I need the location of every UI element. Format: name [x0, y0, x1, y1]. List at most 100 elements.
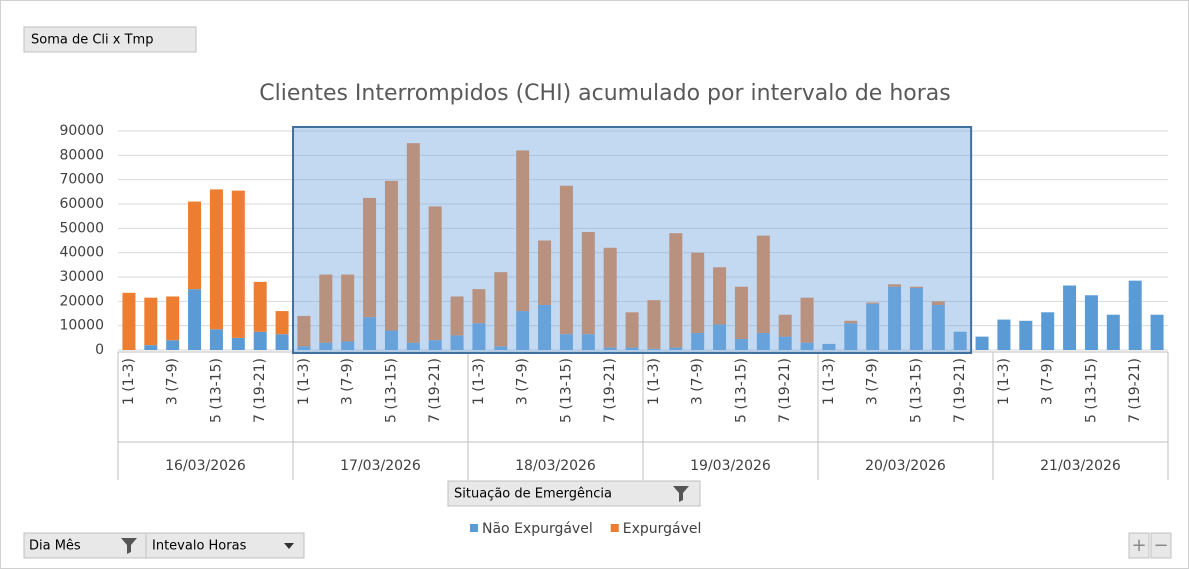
bar — [603, 247, 617, 348]
x-tick-label: 3 (7-9) — [165, 358, 181, 405]
x-tick-label: 7 (19-21) — [252, 358, 268, 423]
group-label: 19/03/2026 — [690, 458, 771, 474]
x-tick-label: 3 (7-9) — [865, 358, 881, 405]
bar — [888, 284, 902, 287]
x-tick-label: 5 (13-15) — [558, 358, 574, 423]
dropdown-icon — [284, 543, 294, 549]
bar — [144, 345, 158, 350]
bar — [734, 286, 748, 340]
bar — [581, 231, 595, 335]
bar — [231, 190, 245, 338]
bar — [166, 296, 180, 341]
x-tick-label: 1 (1-3) — [296, 358, 312, 405]
bar — [319, 342, 333, 350]
bar — [363, 197, 377, 318]
bar — [800, 297, 814, 343]
legend-label: Não Expurgável — [482, 521, 593, 537]
x-tick-label: 1 (1-3) — [996, 358, 1012, 405]
axis-label-2: Intevalo Horas — [152, 539, 247, 554]
bar — [888, 286, 902, 350]
bar — [822, 343, 836, 350]
bar — [406, 143, 420, 343]
bar — [253, 281, 267, 332]
bar — [1150, 314, 1164, 350]
legend-label: Expurgável — [623, 521, 702, 537]
x-tick-label: 7 (19-21) — [602, 358, 618, 423]
bar — [559, 334, 573, 350]
bar — [297, 346, 311, 350]
bar — [494, 272, 508, 347]
bar — [384, 180, 398, 331]
bar — [669, 233, 683, 348]
y-tick-label: 20000 — [59, 293, 104, 309]
bar — [319, 274, 333, 343]
group-label: 21/03/2026 — [1040, 458, 1121, 474]
y-tick-label: 40000 — [59, 245, 104, 261]
bar — [494, 346, 508, 350]
filter-icon — [121, 538, 137, 554]
bar — [931, 301, 945, 305]
filter-label: Situação de Emergência — [454, 487, 612, 502]
y-tick-label: 80000 — [59, 147, 104, 163]
bar — [691, 252, 705, 333]
bar — [975, 336, 989, 350]
bar — [341, 274, 355, 342]
bar — [581, 334, 595, 350]
x-tick-label: 1 (1-3) — [121, 358, 137, 405]
x-tick-label: 7 (19-21) — [777, 358, 793, 423]
bar — [844, 320, 858, 324]
expand-button[interactable] — [1128, 532, 1150, 559]
bar — [953, 331, 967, 350]
bar — [472, 289, 486, 324]
bar — [275, 311, 289, 335]
legend-swatch — [470, 524, 478, 532]
bar — [625, 347, 639, 350]
bar — [800, 342, 814, 350]
bar — [297, 315, 311, 347]
bar — [363, 317, 377, 350]
axis-button-2[interactable] — [145, 532, 305, 559]
bar — [538, 304, 552, 350]
y-tick-label: 10000 — [59, 318, 104, 334]
bar — [166, 340, 180, 350]
bar — [756, 235, 770, 333]
bar — [1128, 280, 1142, 350]
value-field-button[interactable] — [23, 26, 197, 53]
bar — [713, 324, 727, 350]
x-tick-label: 3 (7-9) — [690, 358, 706, 405]
chart-title: Clientes Interrompidos (CHI) acumulado p… — [259, 81, 950, 106]
bar — [428, 340, 442, 350]
bar — [538, 240, 552, 305]
filter-button[interactable] — [447, 480, 701, 507]
bar — [450, 335, 464, 350]
x-tick-label: 3 (7-9) — [1040, 358, 1056, 405]
bar — [341, 341, 355, 350]
bar — [275, 334, 289, 350]
filter-icon — [673, 486, 689, 502]
bar — [559, 185, 573, 335]
y-tick-label: 0 — [95, 342, 104, 358]
bar — [428, 206, 442, 341]
collapse-button[interactable] — [1150, 532, 1172, 559]
bar — [756, 332, 770, 350]
bar — [122, 292, 136, 350]
bar — [406, 342, 420, 350]
x-tick-label: 7 (19-21) — [952, 358, 968, 423]
collapse-label: − — [1153, 535, 1168, 556]
x-tick-label: 1 (1-3) — [821, 358, 837, 405]
y-tick-label: 70000 — [59, 172, 104, 188]
bar — [647, 300, 661, 349]
x-tick-label: 5 (13-15) — [208, 358, 224, 423]
selection — [292, 126, 973, 354]
bar — [997, 319, 1011, 350]
bar — [778, 336, 792, 350]
bar — [1063, 285, 1077, 350]
x-tick-label: 7 (19-21) — [427, 358, 443, 423]
bar — [931, 304, 945, 350]
y-tick-label: 50000 — [59, 220, 104, 236]
group-label: 16/03/2026 — [165, 458, 246, 474]
bar — [844, 323, 858, 350]
bar — [209, 189, 223, 330]
bar — [778, 314, 792, 337]
